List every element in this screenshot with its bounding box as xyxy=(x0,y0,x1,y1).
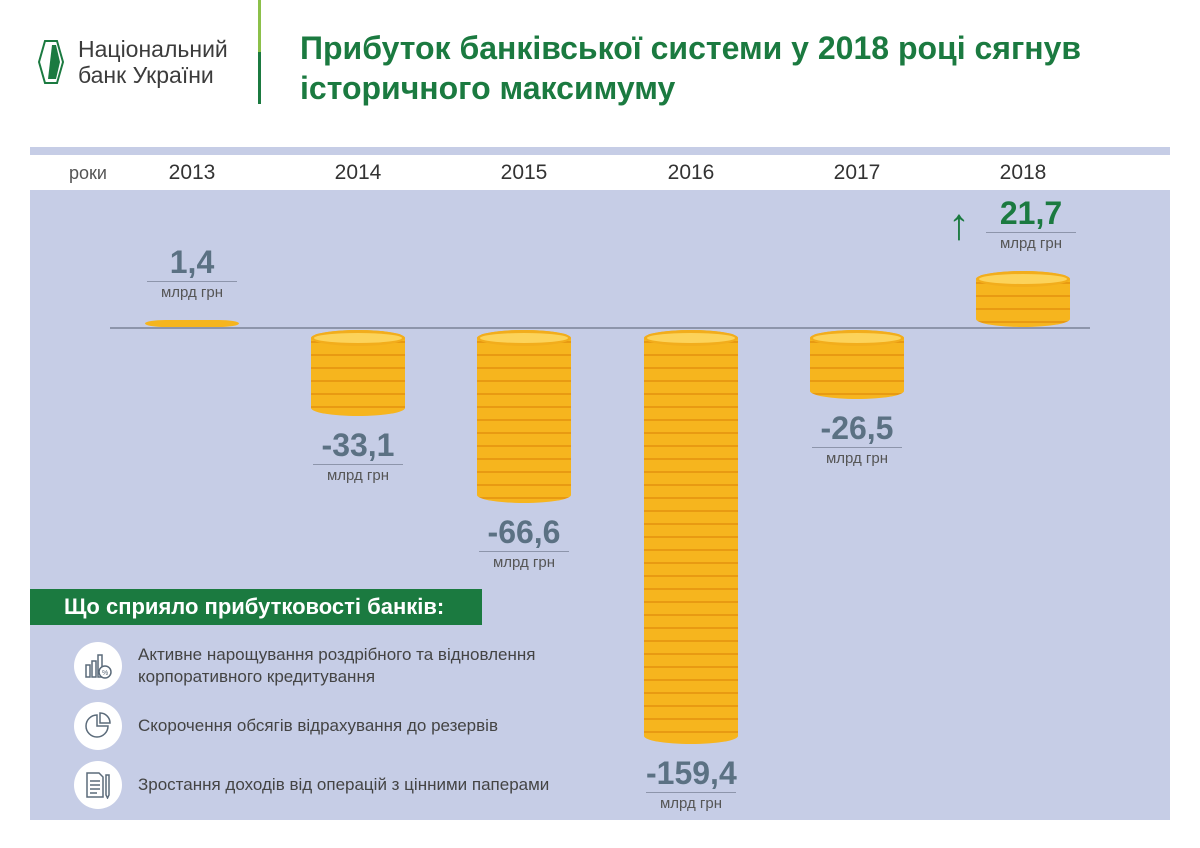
value-label: 21,7 xyxy=(986,196,1076,233)
x-tick-label: 2018 xyxy=(999,161,1047,184)
document-pen-icon xyxy=(74,761,122,809)
unit-label: млрд грн xyxy=(160,284,224,301)
header-divider xyxy=(258,0,261,104)
coin-stack-bar xyxy=(644,330,738,745)
value-label: -159,4 xyxy=(646,755,737,794)
chart-panel: роки 2013 2014 2015 2016 2017 2018 1,4 млрд гр… xyxy=(30,147,1170,820)
data-label: -159,4 млрд грн xyxy=(631,756,751,812)
coin-stack-bar xyxy=(976,270,1070,327)
nbu-logo: Національний банк України xyxy=(38,36,228,88)
logo-line2: банк України xyxy=(78,62,214,88)
year-header: роки 2013 2014 2015 2016 2017 2018 xyxy=(30,155,1170,190)
unit-label: млрд грн xyxy=(825,449,889,467)
coin-top xyxy=(477,330,571,346)
data-label: 1,4 млрд грн xyxy=(132,245,252,301)
factor-item: Зростання доходів від операцій з цінними… xyxy=(74,761,549,809)
data-label: -33,1 млрд грн xyxy=(298,428,418,484)
x-tick-label: 2015 xyxy=(500,161,548,184)
pie-chart-icon xyxy=(74,702,122,750)
value-label: -33,1 xyxy=(313,428,403,466)
unit-label: млрд грн xyxy=(659,795,723,813)
coin-top xyxy=(644,330,738,346)
unit-label: млрд грн xyxy=(999,234,1063,252)
coin-stack-bar xyxy=(810,330,904,399)
factor-text: Скорочення обсягів відрахування до резер… xyxy=(138,716,498,735)
x-tick-label: 2016 xyxy=(667,161,715,184)
value-label: -66,6 xyxy=(479,515,569,553)
nbu-logo-icon xyxy=(38,40,64,84)
value-label: -26,5 xyxy=(812,411,902,448)
factor-text: Активне нарощування роздрібного та відно… xyxy=(138,645,536,686)
zero-baseline xyxy=(110,327,1090,329)
logo-line1: Національний xyxy=(78,36,228,62)
unit-label: млрд грн xyxy=(326,467,390,485)
factors-heading: Що сприяло прибутковості банків: xyxy=(30,589,482,625)
arrow-up-icon: ↑ xyxy=(948,200,970,249)
x-axis-label: роки xyxy=(69,163,107,183)
x-tick-label: 2017 xyxy=(833,161,881,184)
coin-stack-bar xyxy=(477,330,571,504)
coin-top xyxy=(976,270,1070,287)
factor-text: Зростання доходів від операцій з цінними… xyxy=(138,775,550,794)
factor-item: % Активне нарощування роздрібного та від… xyxy=(74,642,608,690)
coin-top xyxy=(810,330,904,346)
unit-label: млрд грн xyxy=(492,554,556,572)
data-label: 21,7 млрд грн xyxy=(971,196,1091,252)
x-tick-label: 2013 xyxy=(168,161,216,184)
coin-stack-bar xyxy=(145,320,239,327)
factor-item: Скорочення обсягів відрахування до резер… xyxy=(74,702,498,750)
coin-top xyxy=(311,330,405,346)
data-label: -66,6 млрд грн xyxy=(464,515,584,571)
chart-percent-icon: % xyxy=(74,642,122,690)
page-title: Прибуток банківської системи у 2018 році… xyxy=(300,30,1082,106)
coin-stack-bar xyxy=(311,330,405,417)
x-tick-label: 2014 xyxy=(334,161,382,184)
data-label: -26,5 млрд грн xyxy=(797,411,917,467)
svg-text:%: % xyxy=(102,670,108,677)
value-label: 1,4 xyxy=(147,245,237,282)
